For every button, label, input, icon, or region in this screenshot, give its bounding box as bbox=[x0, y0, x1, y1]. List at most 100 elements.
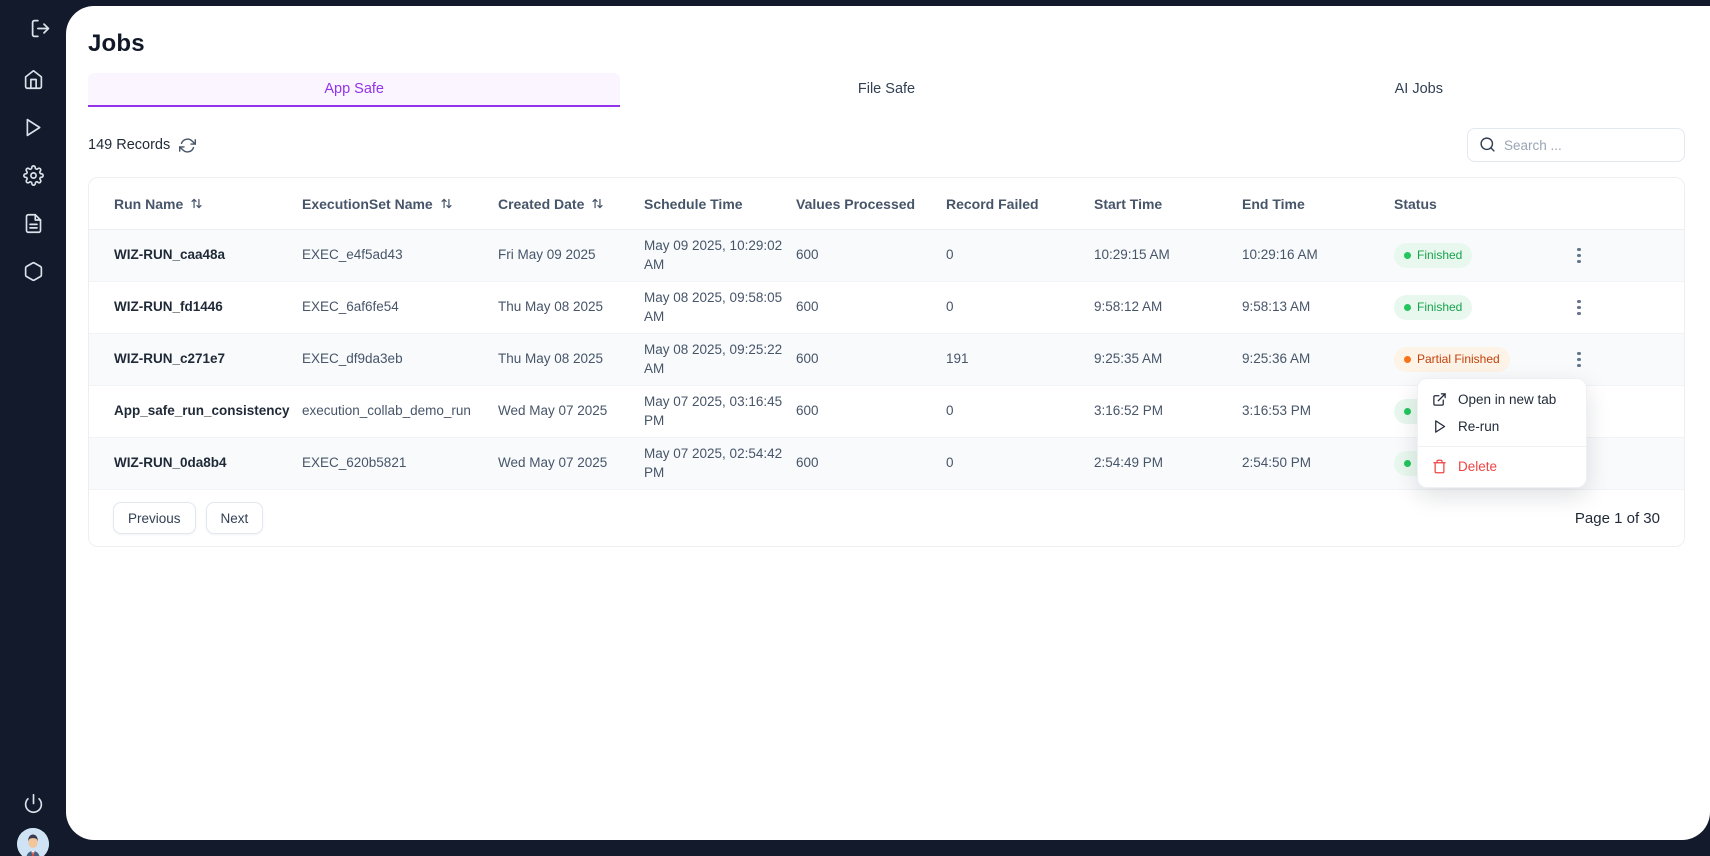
executionset-cell: EXEC_620b5821 bbox=[302, 455, 407, 471]
next-button[interactable]: Next bbox=[205, 502, 264, 534]
refresh-icon[interactable] bbox=[179, 137, 197, 154]
table-body: WIZ-RUN_caa48a EXEC_e4f5ad43 Fri May 09 … bbox=[89, 230, 1684, 490]
created-date-cell: Fri May 09 2025 bbox=[498, 247, 596, 263]
created-date-cell: Thu May 08 2025 bbox=[498, 351, 604, 367]
table-row[interactable]: WIZ-RUN_caa48a EXEC_e4f5ad43 Fri May 09 … bbox=[89, 230, 1684, 282]
values-processed-cell: 600 bbox=[796, 351, 819, 367]
end-time-cell: 3:16:53 PM bbox=[1242, 403, 1312, 419]
tab-ai-jobs[interactable]: AI Jobs bbox=[1394, 81, 1443, 97]
start-time-cell: 9:58:12 AM bbox=[1094, 299, 1163, 315]
page-info: Page 1 of 30 bbox=[1574, 509, 1660, 527]
run-name-cell: WIZ-RUN_caa48a bbox=[114, 247, 226, 263]
table-header: Run Name ExecutionSet Name Created Date … bbox=[89, 178, 1684, 230]
start-time-cell: 3:16:52 PM bbox=[1094, 403, 1164, 419]
trash-icon bbox=[1433, 459, 1446, 474]
menu-item-re-run[interactable]: Re-run bbox=[1418, 413, 1586, 440]
record-failed-cell: 0 bbox=[946, 299, 954, 315]
schedule-time-cell: May 07 2025, 03:16:45 PM bbox=[644, 393, 783, 428]
sort-icon[interactable] bbox=[190, 197, 203, 210]
executionset-cell: EXEC_df9da3eb bbox=[302, 351, 403, 367]
status-dot-icon bbox=[1404, 251, 1411, 259]
run-name-cell: WIZ-RUN_0da8b4 bbox=[114, 455, 227, 471]
search-box bbox=[1467, 128, 1685, 162]
status-badge: Finished bbox=[1394, 295, 1473, 320]
records-count: 149 Records bbox=[88, 137, 171, 153]
play-icon[interactable] bbox=[23, 117, 44, 138]
row-actions-kebab-icon[interactable] bbox=[1566, 347, 1592, 373]
power-icon[interactable] bbox=[23, 793, 44, 814]
schedule-time-cell: May 08 2025, 09:58:05 AM bbox=[644, 289, 783, 324]
status-dot-icon bbox=[1404, 303, 1411, 311]
status-dot-icon bbox=[1404, 459, 1411, 467]
play-icon bbox=[1435, 420, 1446, 433]
column-end-time: End Time bbox=[1242, 195, 1305, 212]
user-avatar[interactable] bbox=[17, 828, 49, 856]
column-status: Status bbox=[1394, 195, 1437, 212]
column-created-date: Created Date bbox=[498, 195, 585, 212]
search-input[interactable] bbox=[1467, 128, 1685, 162]
values-processed-cell: 600 bbox=[796, 247, 819, 263]
end-time-cell: 2:54:50 PM bbox=[1242, 455, 1312, 471]
page-title: Jobs bbox=[88, 30, 145, 57]
run-name-cell: WIZ-RUN_c271e7 bbox=[114, 351, 226, 367]
table-footer: Previous Next Page 1 of 30 bbox=[89, 490, 1684, 546]
sort-icon[interactable] bbox=[591, 197, 604, 210]
row-context-menu: Open in new tab Re-run Delete bbox=[1417, 378, 1587, 488]
values-processed-cell: 600 bbox=[796, 455, 819, 471]
home-icon[interactable] bbox=[23, 69, 44, 90]
start-time-cell: 10:29:15 AM bbox=[1094, 247, 1170, 263]
schedule-time-cell: May 08 2025, 09:25:22 AM bbox=[644, 341, 783, 376]
row-actions-kebab-icon[interactable] bbox=[1566, 295, 1592, 321]
values-processed-cell: 600 bbox=[796, 403, 819, 419]
menu-divider bbox=[1418, 446, 1586, 447]
status-dot-icon bbox=[1404, 355, 1411, 363]
column-start-time: Start Time bbox=[1094, 195, 1163, 212]
status-badge: Partial Finished bbox=[1394, 347, 1510, 372]
toolbar: 149 Records bbox=[88, 128, 1685, 162]
logout-icon[interactable] bbox=[30, 18, 51, 39]
end-time-cell: 10:29:16 AM bbox=[1242, 247, 1318, 263]
run-name-cell: WIZ-RUN_fd1446 bbox=[114, 299, 223, 315]
column-run-name: Run Name bbox=[114, 195, 184, 212]
created-date-cell: Thu May 08 2025 bbox=[498, 299, 604, 315]
executionset-cell: EXEC_e4f5ad43 bbox=[302, 247, 403, 263]
menu-item-delete[interactable]: Delete bbox=[1418, 453, 1586, 480]
values-processed-cell: 600 bbox=[796, 299, 819, 315]
status-badge: Finished bbox=[1394, 243, 1473, 268]
tab-file-safe[interactable]: File Safe bbox=[857, 81, 916, 97]
tab-bar: App Safe File Safe AI Jobs bbox=[88, 73, 1685, 107]
previous-button[interactable]: Previous bbox=[113, 502, 196, 534]
tab-app-safe[interactable]: App Safe bbox=[88, 73, 621, 107]
table-row[interactable]: WIZ-RUN_c271e7 EXEC_df9da3eb Thu May 08 … bbox=[89, 334, 1684, 386]
created-date-cell: Wed May 07 2025 bbox=[498, 403, 608, 419]
schedule-time-cell: May 09 2025, 10:29:02 AM bbox=[644, 237, 783, 272]
end-time-cell: 9:58:13 AM bbox=[1242, 299, 1311, 315]
column-schedule-time: Schedule Time bbox=[644, 195, 743, 212]
run-name-cell: App_safe_run_consistency bbox=[114, 403, 290, 419]
column-record-failed: Record Failed bbox=[946, 195, 1039, 212]
external-link-icon bbox=[1433, 393, 1446, 406]
column-executionset-name: ExecutionSet Name bbox=[302, 195, 433, 212]
menu-item-open-in-new-tab[interactable]: Open in new tab bbox=[1418, 386, 1586, 413]
column-values-processed: Values Processed bbox=[796, 195, 916, 212]
start-time-cell: 2:54:49 PM bbox=[1094, 455, 1164, 471]
row-actions-kebab-icon[interactable] bbox=[1566, 243, 1592, 269]
schedule-time-cell: May 07 2025, 02:54:42 PM bbox=[644, 445, 783, 480]
document-icon[interactable] bbox=[23, 213, 44, 234]
start-time-cell: 9:25:35 AM bbox=[1094, 351, 1163, 367]
settings-icon[interactable] bbox=[22, 165, 44, 186]
executionset-cell: EXEC_6af6fe54 bbox=[302, 299, 399, 315]
record-failed-cell: 0 bbox=[946, 247, 954, 263]
created-date-cell: Wed May 07 2025 bbox=[498, 455, 608, 471]
sort-icon[interactable] bbox=[440, 197, 453, 210]
executionset-cell: execution_collab_demo_run bbox=[302, 403, 471, 419]
jobs-table: Run Name ExecutionSet Name Created Date … bbox=[88, 177, 1685, 547]
table-row[interactable]: WIZ-RUN_fd1446 EXEC_6af6fe54 Thu May 08 … bbox=[89, 282, 1684, 334]
record-failed-cell: 0 bbox=[946, 403, 954, 419]
record-failed-cell: 191 bbox=[946, 351, 969, 367]
record-failed-cell: 0 bbox=[946, 455, 954, 471]
end-time-cell: 9:25:36 AM bbox=[1242, 351, 1311, 367]
sidebar bbox=[0, 0, 66, 856]
hexagon-icon[interactable] bbox=[23, 261, 44, 282]
status-dot-icon bbox=[1404, 407, 1411, 415]
